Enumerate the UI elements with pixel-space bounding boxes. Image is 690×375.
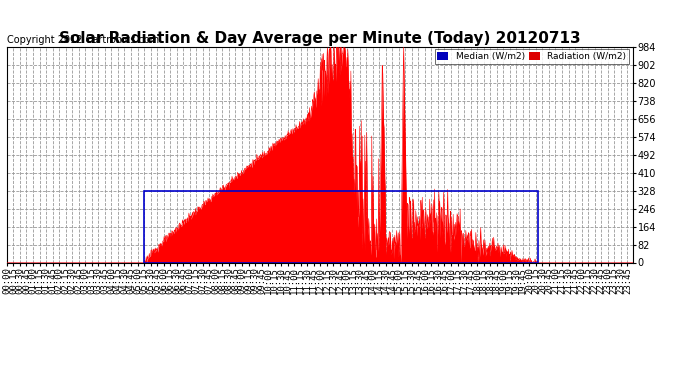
Title: Solar Radiation & Day Average per Minute (Today) 20120713: Solar Radiation & Day Average per Minute… [59, 31, 581, 46]
Text: Copyright 2012 Cartronics.com: Copyright 2012 Cartronics.com [7, 35, 159, 45]
Legend: Median (W/m2), Radiation (W/m2): Median (W/m2), Radiation (W/m2) [435, 49, 629, 64]
Bar [144, 190, 538, 262]
